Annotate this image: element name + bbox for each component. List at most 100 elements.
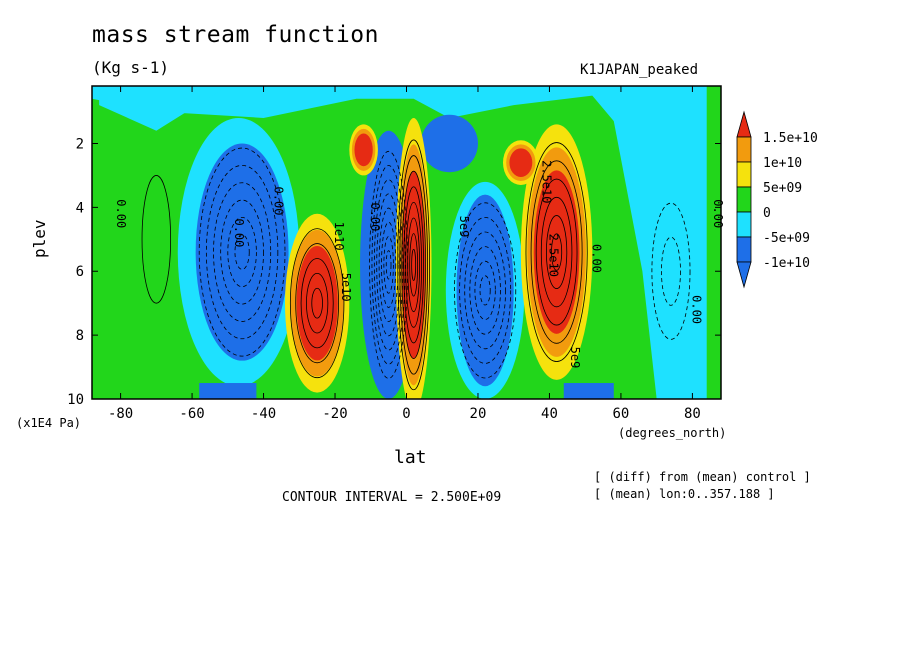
neg-cell-north bbox=[456, 194, 514, 387]
colorbar-over-triangle bbox=[736, 110, 752, 138]
green-right-edge bbox=[706, 86, 721, 399]
contour-label: 0.00 bbox=[271, 187, 285, 216]
colorbar-label: 0 bbox=[763, 206, 771, 221]
dashed-contour-south-5 bbox=[205, 164, 279, 340]
dashed-contour-north-5 bbox=[459, 217, 512, 364]
solid-contour-equator-7 bbox=[399, 155, 428, 375]
neg-patch-se bbox=[563, 383, 614, 399]
solid-contour-equator-1 bbox=[411, 248, 417, 281]
dashed-contour-north-3 bbox=[469, 246, 501, 335]
x-tick-label: -20 bbox=[322, 406, 347, 422]
solid-contour-equator-6 bbox=[401, 170, 426, 359]
pos-cell-north-level-2 bbox=[533, 170, 580, 334]
pos-cell-equator-level-2 bbox=[402, 170, 426, 359]
contour-label: 1e10 bbox=[332, 222, 346, 251]
cyan-top-left bbox=[99, 86, 228, 131]
colorbar: 1.5e+10 1e+10 5e+09 0 -5e+09 -1e+10 bbox=[736, 110, 818, 289]
contour-label: 0.00 bbox=[589, 244, 603, 273]
solid-contour-south-2 bbox=[306, 272, 329, 334]
solid-contour-equator-5 bbox=[403, 186, 424, 344]
colorbar-label: 1e+10 bbox=[763, 156, 802, 171]
colorbar-box bbox=[736, 211, 752, 238]
dashed-contour-equator-3 bbox=[381, 221, 397, 308]
colorbar-box bbox=[736, 161, 752, 188]
solid-contour-equator-8 bbox=[397, 139, 430, 391]
solid-contour-south-4 bbox=[295, 243, 339, 364]
colorbar-label: -5e+09 bbox=[763, 231, 810, 246]
dashed-contour-far-north-2 bbox=[651, 202, 691, 340]
dashed-contour-far-north-1 bbox=[661, 236, 681, 306]
chart-title: mass stream function bbox=[92, 22, 379, 48]
x-tick-label: -40 bbox=[251, 406, 276, 422]
dashed-contour-south-3 bbox=[220, 199, 264, 305]
y-tick-label: 2 bbox=[76, 136, 84, 152]
x-axis-label: lat bbox=[394, 447, 427, 468]
y-tick-label: 8 bbox=[76, 328, 84, 344]
x-tick-label: 60 bbox=[613, 406, 630, 422]
dashed-contour-south-6 bbox=[198, 147, 286, 357]
dashed-contour-equator-5 bbox=[376, 193, 401, 337]
neg-patch-sw bbox=[199, 383, 257, 399]
y-tick-label: 10 bbox=[67, 392, 84, 408]
dashed-contour-north-2 bbox=[474, 260, 496, 321]
dashed-contour-south-4 bbox=[213, 182, 272, 322]
dashed-contour-south-2 bbox=[227, 217, 257, 288]
neg-cell-upper bbox=[420, 114, 478, 173]
x-tick-label: -80 bbox=[108, 406, 133, 422]
solid-contour-equator-2 bbox=[409, 233, 419, 297]
chart-units: (Kg s-1) bbox=[92, 58, 170, 77]
solid-contour-north-3 bbox=[540, 196, 573, 308]
y-axis: 2 4 6 8 10 bbox=[67, 136, 721, 408]
x-axis-units: (degrees_north) bbox=[618, 426, 727, 440]
x-tick-label: 20 bbox=[470, 406, 487, 422]
dashed-contour-equator-6 bbox=[373, 179, 404, 351]
contour-labels: 0.00 0.00 0.00 0.00 5e9 1e10 5e10 2.5e10 2.5e10 0… bbox=[114, 160, 725, 368]
colorbar-under-triangle bbox=[736, 261, 752, 289]
y-axis-multiplier: (x1E4 Pa) bbox=[16, 416, 82, 430]
colorbar-label: 5e+09 bbox=[763, 181, 802, 196]
contour-label: 5e9 bbox=[457, 216, 471, 238]
pos-cell-upper-south-level-2 bbox=[354, 133, 373, 167]
colorbar-box bbox=[736, 236, 752, 263]
solid-contour-equator-3 bbox=[407, 217, 421, 313]
solid-contour-north-6 bbox=[525, 142, 588, 362]
pos-cell-south-level-2 bbox=[296, 245, 338, 361]
contour-label: 2.5e10 bbox=[546, 234, 560, 277]
solid-contour-far-south-1 bbox=[141, 175, 172, 304]
x-tick-label: 40 bbox=[541, 406, 558, 422]
dashed-contour-equator-2 bbox=[383, 236, 394, 294]
colorbar-label: -1e+10 bbox=[763, 256, 810, 271]
x-tick-label: -60 bbox=[179, 406, 204, 422]
colorbar-label: 1.5e+10 bbox=[763, 131, 818, 146]
pos-cell-upper-north-level-2 bbox=[509, 148, 533, 177]
contour-label: 0.00 bbox=[368, 202, 382, 231]
plot-area bbox=[92, 86, 721, 399]
solid-contour-north-1 bbox=[551, 233, 563, 271]
case-label: K1JAPAN_peaked bbox=[580, 62, 699, 78]
solid-contour-south-1 bbox=[311, 287, 323, 319]
contour-label: 0.00 bbox=[114, 199, 128, 228]
contour-interval: CONTOUR INTERVAL = 2.500E+09 bbox=[282, 490, 502, 505]
footnote-mean: [ (mean) lon:0..357.188 ] bbox=[594, 487, 775, 501]
dashed-contour-south-1 bbox=[234, 234, 250, 270]
dashed-contour-equator-1 bbox=[385, 250, 392, 280]
solid-contour-north-4 bbox=[535, 178, 578, 326]
colorbar-box bbox=[736, 186, 752, 213]
footnote-diff: [ (diff) from (mean) control ] bbox=[594, 470, 811, 484]
colorbar-box bbox=[736, 136, 752, 163]
contour-label: 5e10 bbox=[339, 273, 353, 302]
solid-contour-north-5 bbox=[530, 160, 583, 344]
solid-contour-equator-4 bbox=[405, 201, 422, 328]
contour-label: 0.00 bbox=[232, 218, 246, 247]
neg-cell-south bbox=[195, 143, 289, 361]
y-tick-label: 4 bbox=[76, 200, 84, 216]
solid-contour-south-3 bbox=[300, 258, 334, 349]
x-axis: -80 -60 -40 -20 0 20 40 60 80 bbox=[108, 86, 701, 422]
x-tick-label: 80 bbox=[684, 406, 701, 422]
dashed-contour-north-6 bbox=[454, 202, 517, 379]
y-tick-label: 6 bbox=[76, 264, 84, 280]
solid-contour-south-5 bbox=[289, 228, 345, 379]
x-tick-label: 0 bbox=[402, 406, 410, 422]
contour-label: 0.00 bbox=[711, 199, 725, 228]
